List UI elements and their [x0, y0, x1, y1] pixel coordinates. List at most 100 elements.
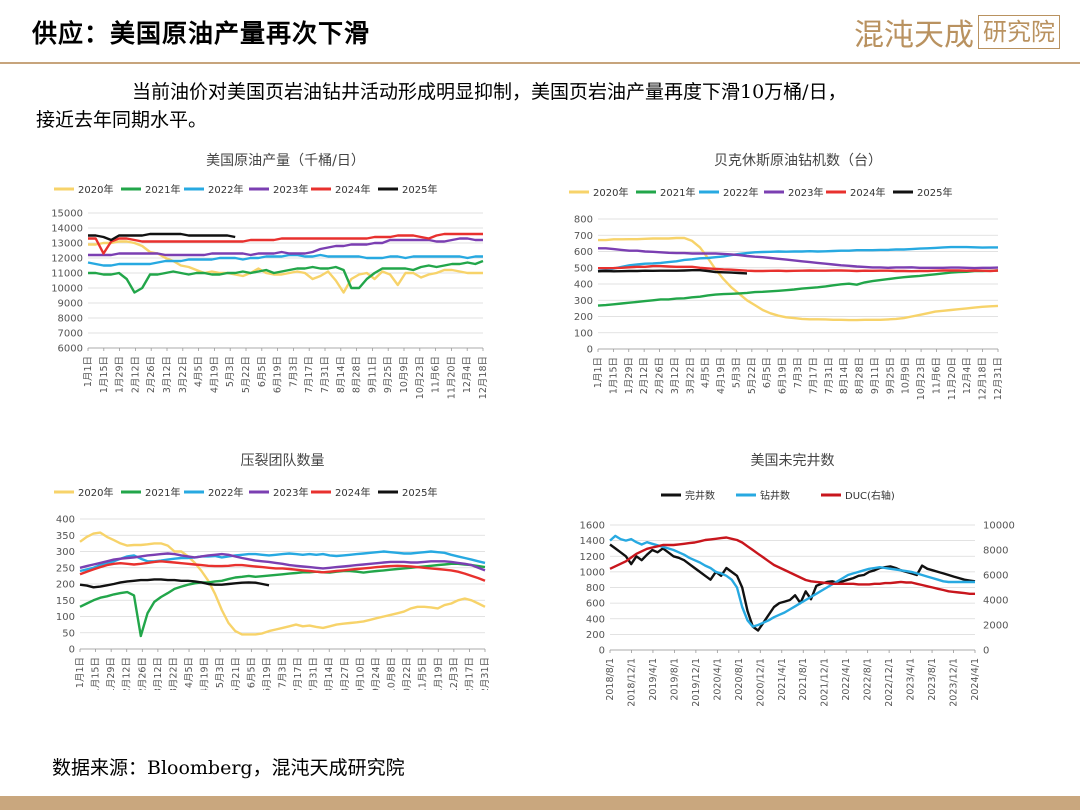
x-tick-label: 5月22日 [747, 357, 758, 394]
x-tick-label: 2018/8/1 [605, 658, 616, 701]
legend-item: 2021年 [121, 183, 180, 196]
svg-text:2025年: 2025年 [917, 186, 952, 199]
x-tick-label: 2021/12/1 [820, 658, 831, 707]
x-tick-label: 12月18日 [478, 356, 489, 399]
legend-item: 2022年 [184, 183, 243, 196]
x-tick-label: 12月3日 [449, 657, 460, 690]
x-tick-label: 8月28日 [855, 357, 866, 394]
x-tick-label: 3月22日 [685, 357, 696, 394]
series-line [88, 232, 483, 255]
y-tick-label: 400 [586, 614, 605, 625]
x-tick-label: 2月26日 [137, 657, 148, 690]
svg-text:2022年: 2022年 [208, 486, 243, 499]
svg-text:2021年: 2021年 [660, 186, 695, 199]
svg-text:2020年: 2020年 [78, 183, 113, 196]
x-tick-label: 11月20日 [446, 356, 457, 399]
legend-item: 2023年 [249, 486, 308, 499]
y-tick-label: 0 [587, 345, 593, 356]
svg-text:2021年: 2021年 [145, 183, 180, 196]
x-tick-label: 5月3日 [225, 356, 236, 387]
svg-text:2023年: 2023年 [788, 186, 823, 199]
x-tick-label: 2020/12/1 [755, 658, 766, 707]
x-tick-label: 7月3日 [793, 357, 804, 388]
x-tick-label: 4月5日 [194, 356, 205, 387]
x-tick-label: 5月21日 [231, 657, 242, 690]
y-tick-label: 50 [62, 628, 75, 639]
y-tick-label: 800 [574, 215, 593, 226]
series-line [88, 232, 236, 242]
legend-item: DUC(右轴) [821, 489, 895, 502]
x-tick-label: 6月5日 [762, 357, 773, 388]
x-tick-label: 1月29日 [115, 356, 126, 393]
x-tick-label: 5月3日 [215, 657, 226, 688]
series-line [597, 268, 748, 275]
y-tick-label: 14000 [51, 224, 83, 235]
y-tick-label: 1400 [580, 536, 605, 547]
footer-bar [0, 796, 1080, 810]
series-line [79, 578, 270, 589]
x-tick-label: 4月19日 [716, 357, 727, 394]
y-tick-label: 250 [56, 563, 75, 574]
x-tick-label: 2019/12/1 [691, 658, 702, 707]
series-line [598, 247, 999, 270]
y-tick-label: 6000 [58, 344, 83, 355]
svg-text:完井数: 完井数 [685, 489, 715, 502]
x-tick-label: 7月17日 [304, 356, 315, 393]
svg-text:2024年: 2024年 [850, 186, 885, 199]
x-tick-label: 1月15日 [99, 356, 110, 393]
x-tick-label: 10月23日 [916, 357, 927, 400]
description-line1: 当前油价对美国页岩油钻井活动形成明显抑制，美国页岩油产量再度下滑10万桶/日， [132, 81, 847, 103]
series-line [79, 552, 486, 572]
x-tick-label: 2023/4/1 [906, 658, 917, 701]
x-tick-label: 10月9日 [901, 357, 912, 394]
x-tick-label: 9月25日 [383, 356, 394, 393]
svg-text:2022年: 2022年 [208, 183, 243, 196]
x-tick-label: 4月5日 [701, 357, 712, 388]
x-tick-label: 11月6日 [431, 356, 442, 393]
series-line [609, 543, 976, 632]
x-tick-label: 8月27日 [340, 657, 351, 690]
legend-item: 2021年 [121, 486, 180, 499]
x-tick-label: 8月14日 [324, 657, 335, 690]
legend-item: 2020年 [54, 486, 113, 499]
x-tick-label: 2021/8/1 [798, 658, 809, 701]
x-tick-label: 2023/12/1 [949, 658, 960, 707]
x-tick-label: 6月5日 [246, 657, 257, 688]
x-tick-label: 7月3日 [278, 657, 289, 688]
svg-text:2023年: 2023年 [273, 183, 308, 196]
x-tick-label: 10月9日 [399, 356, 410, 393]
x-tick-label: 9月25日 [885, 357, 896, 394]
y-tick-label: 700 [574, 231, 593, 242]
y2-tick-label: 8000 [983, 546, 1008, 557]
svg-text:2024年: 2024年 [335, 486, 370, 499]
legend-item: 2020年 [54, 183, 113, 196]
y-tick-label: 13000 [51, 239, 83, 250]
svg-text:2023年: 2023年 [273, 486, 308, 499]
svg-text:DUC(右轴): DUC(右轴) [845, 489, 895, 502]
x-tick-label: 9月10日 [355, 657, 366, 690]
y-tick-label: 12000 [51, 254, 83, 265]
y-tick-label: 600 [586, 599, 605, 610]
x-tick-label: 2024/4/1 [970, 658, 981, 701]
x-tick-label: 11月5日 [418, 657, 429, 690]
y-tick-label: 0 [69, 645, 75, 656]
x-tick-label: 7月17日 [293, 657, 304, 690]
description: 当前油价对美国页岩油钻井活动形成明显抑制，美国页岩油产量再度下滑10万桶/日， … [36, 78, 1046, 134]
x-tick-label: 2019/8/1 [669, 658, 680, 701]
x-tick-label: 9月11日 [367, 356, 378, 393]
chart-title: 压裂团队数量 [241, 453, 325, 469]
svg-text:2024年: 2024年 [335, 183, 370, 196]
series-line [87, 253, 483, 267]
source-note: 数据来源：Bloomberg，混沌天成研究院 [52, 757, 405, 779]
page-title: 供应：美国原油产量再次下滑 [32, 19, 371, 48]
x-tick-label: 7月31日 [320, 356, 331, 393]
brand-logo: 混沌天成 研究院 [854, 12, 1060, 53]
x-tick-label: 6月5日 [257, 356, 268, 387]
y-tick-label: 200 [586, 630, 605, 641]
legend-item: 2022年 [699, 186, 758, 199]
series-line [79, 550, 486, 573]
x-tick-label: 12月31日 [993, 357, 1004, 400]
y-tick-label: 400 [574, 280, 593, 291]
x-tick-label: 12月18日 [978, 357, 989, 400]
